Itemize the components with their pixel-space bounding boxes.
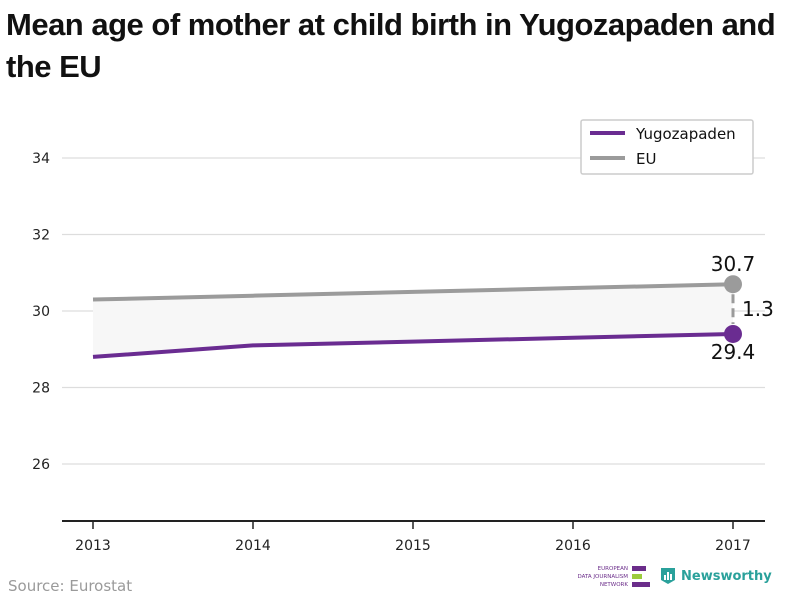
- y-tick-label-32: 32: [32, 228, 50, 244]
- ejn-logo: EUROPEAN DATA JOURNALISM NETWORK: [566, 565, 650, 591]
- label-eu-last: 30.7: [711, 252, 756, 276]
- ejn-logo-bar-top: [632, 566, 646, 571]
- gap-area: [93, 284, 733, 357]
- label-yugozapaden-last: 29.4: [711, 340, 756, 364]
- series-line-yugozapaden: [92, 331, 734, 359]
- end-point-yugozapaden: [724, 324, 742, 343]
- end-point-eu: [724, 275, 742, 294]
- x-tick-label-2017: 2017: [715, 538, 751, 554]
- ejn-logo-bar-bottom: [632, 582, 650, 587]
- ejn-logo-bar-mid: [632, 574, 642, 579]
- x-tick-label-2016: 2016: [555, 538, 591, 554]
- newsworthy-label: Newsworthy: [681, 568, 772, 584]
- series-line-eu: [92, 282, 734, 302]
- x-ticks: [92, 521, 734, 529]
- x-tick-label-2014: 2014: [235, 538, 271, 554]
- x-tick-label-2015: 2015: [395, 538, 431, 554]
- newsworthy-logo: Newsworthy: [660, 566, 772, 586]
- source-note: Source: Eurostat: [8, 577, 133, 595]
- y-tick-label-34: 34: [32, 151, 50, 167]
- y-tick-label-30: 30: [32, 304, 50, 320]
- chart-title: Mean age of mother at child birth in Yug…: [6, 7, 776, 84]
- ejn-logo-text: EUROPEAN DATA JOURNALISM NETWORK: [577, 566, 628, 588]
- x-tick-labels: 2013 2014 2015 2016 2017: [75, 538, 751, 554]
- label-difference: 1.3: [742, 297, 774, 321]
- x-tick-label-2013: 2013: [75, 538, 111, 554]
- y-tick-labels: 26 28 30 32 34: [32, 151, 50, 473]
- y-tick-label-28: 28: [32, 381, 50, 397]
- y-tick-label-26: 26: [32, 457, 50, 473]
- legend-label-yugozapaden: Yugozapaden: [635, 125, 736, 143]
- legend: Yugozapaden EU: [580, 119, 754, 175]
- legend-label-eu: EU: [636, 150, 656, 168]
- newsworthy-icon: [661, 568, 675, 584]
